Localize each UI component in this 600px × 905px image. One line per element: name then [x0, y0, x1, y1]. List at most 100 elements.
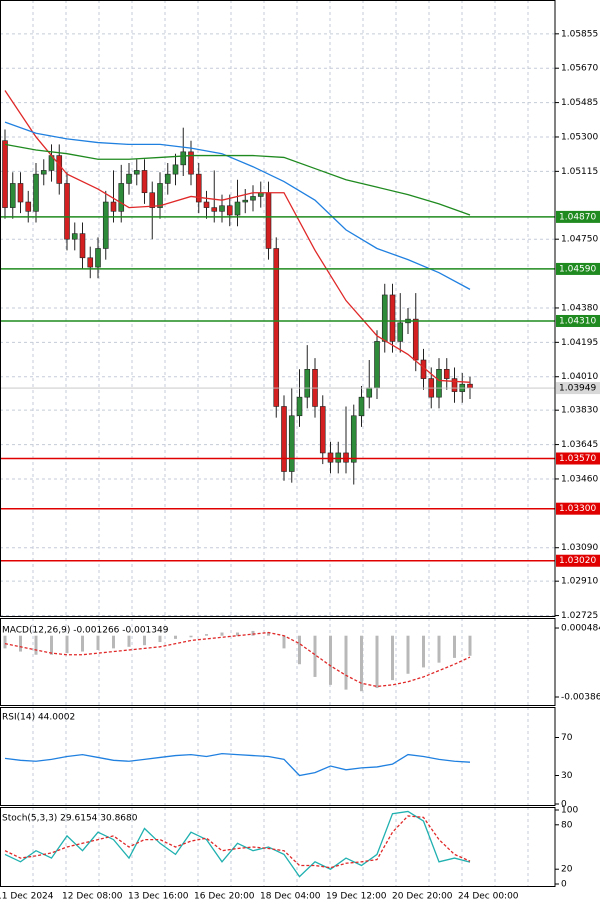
indicator-line — [4, 752, 471, 777]
y-tick-label: 1.05115 — [561, 167, 598, 177]
macd-bar — [406, 635, 410, 674]
candle-body — [195, 173, 202, 203]
macd-bar — [360, 635, 363, 692]
y-tick-label: 1.05855 — [561, 29, 598, 39]
macd-bar — [267, 632, 270, 636]
candle-body — [250, 196, 256, 201]
level-label-box — [556, 502, 600, 515]
level-label: 1.04870 — [559, 212, 596, 222]
candle-body — [2, 140, 8, 208]
y-tick-label: 1.03645 — [561, 440, 598, 450]
candle-body — [118, 183, 125, 212]
candle-body — [203, 201, 210, 208]
candle-body — [343, 452, 349, 463]
candle-body — [467, 383, 473, 389]
candle-body — [102, 201, 109, 249]
candle-body — [211, 207, 218, 212]
candle-body — [71, 233, 78, 240]
candle-body — [95, 248, 101, 268]
candle-body — [381, 294, 388, 342]
y-tick-label: 1.04380 — [561, 303, 598, 313]
y-tick-label: 30 — [561, 771, 573, 781]
y-tick-label: 100 — [561, 806, 578, 816]
candle-body — [188, 151, 194, 175]
candle-body — [443, 368, 450, 379]
x-tick-label: 19 Dec 12:00 — [326, 892, 387, 902]
panel-title: MACD(12,26,9) -0.001266 -0.001349 — [2, 626, 169, 636]
panel-frame — [0, 0, 556, 617]
last-price-label: 1.03949 — [559, 384, 596, 394]
panel-frame — [0, 807, 556, 887]
candle-body — [9, 183, 16, 208]
y-tick-label: 1.02910 — [561, 577, 598, 587]
macd-bar — [344, 635, 348, 690]
y-tick-label: 1.03830 — [561, 406, 598, 416]
candle-body — [17, 183, 24, 203]
candle-body — [304, 368, 311, 398]
macd-bar — [158, 635, 162, 643]
candle-body — [319, 406, 326, 454]
candle-body — [133, 170, 140, 175]
indicator-line — [4, 815, 471, 869]
x-tick-label: 24 Dec 00:00 — [458, 892, 519, 902]
candle-body — [273, 248, 280, 407]
macd-bar — [3, 635, 7, 649]
candle-body — [157, 183, 163, 208]
x-tick-label: 20 Dec 20:00 — [392, 892, 453, 902]
candle-body — [226, 205, 233, 216]
candle-body — [374, 341, 380, 389]
candle-body — [451, 378, 458, 392]
macd-bar — [205, 634, 208, 636]
level-label: 1.04310 — [559, 316, 596, 326]
macd-bar — [391, 635, 394, 681]
macd-bar — [96, 635, 100, 650]
y-tick-label: 0.000484 — [561, 624, 600, 634]
macd-bar — [65, 635, 69, 654]
candle-body — [180, 151, 187, 166]
y-tick-label: 1.03460 — [561, 474, 598, 484]
x-tick-label: 13 Dec 16:00 — [128, 892, 189, 902]
candle-body — [33, 173, 39, 212]
y-tick-label: 0 — [561, 880, 567, 890]
y-tick-label: 1.02725 — [561, 611, 598, 621]
macd-bar — [19, 635, 22, 652]
candle-body — [281, 406, 287, 472]
candle-body — [242, 199, 249, 203]
macd-bar — [220, 632, 224, 636]
level-label-box — [556, 554, 600, 567]
moving-average — [4, 121, 471, 290]
moving-average — [4, 143, 471, 216]
level-label-box — [556, 314, 600, 327]
y-tick-label: 1.03090 — [561, 543, 598, 553]
candle-body — [172, 164, 179, 175]
y-tick-label: -0.003866 — [561, 693, 600, 703]
panel-title: Stoch(5,3,3) 29.6154 30.8680 — [2, 814, 138, 824]
macd-bar — [112, 635, 115, 649]
indicator-line — [4, 810, 471, 878]
macd-bar — [329, 635, 332, 685]
level-label-box — [556, 452, 600, 465]
macd-bar — [34, 635, 38, 655]
panel-frame — [0, 707, 556, 806]
macd-bar — [298, 635, 301, 665]
macd-bar — [375, 635, 379, 689]
macd-bar — [282, 635, 286, 649]
candle-body — [288, 415, 295, 472]
y-tick-label: 1.05485 — [561, 98, 598, 108]
candle-body — [366, 387, 373, 398]
macd-bar — [189, 635, 193, 638]
candle-body — [397, 322, 404, 342]
x-tick-label: 12 Dec 08:00 — [62, 892, 123, 902]
candle-body — [79, 233, 86, 259]
moving-average — [4, 90, 471, 383]
macd-bar — [236, 632, 239, 636]
y-tick-label: 20 — [561, 865, 573, 875]
level-label: 1.03300 — [559, 504, 596, 514]
x-tick-label: 18 Dec 04:00 — [260, 892, 321, 902]
candle-body — [412, 318, 419, 361]
candle-body — [296, 396, 303, 417]
level-label-box — [556, 262, 600, 275]
candle-body — [64, 183, 70, 240]
